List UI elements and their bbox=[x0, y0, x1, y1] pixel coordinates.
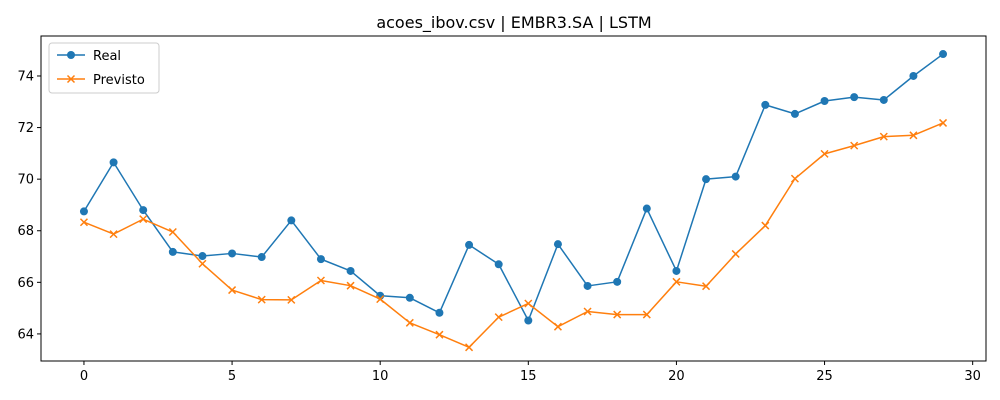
y-tick-label: 70 bbox=[17, 173, 34, 188]
y-axis: 64 66 68 70 72 74 bbox=[17, 69, 41, 342]
data-point-previsto bbox=[287, 295, 296, 304]
data-point-real bbox=[465, 240, 474, 249]
legend-label-previsto: Previsto bbox=[93, 73, 145, 88]
data-point-real bbox=[731, 172, 740, 181]
data-point-real bbox=[524, 316, 533, 325]
data-point-previsto bbox=[613, 310, 622, 319]
data-point-previsto bbox=[939, 118, 948, 127]
x-tick-label: 15 bbox=[520, 369, 537, 384]
data-point-real bbox=[435, 308, 444, 317]
legend: Real Previsto bbox=[48, 42, 160, 94]
data-point-previsto bbox=[672, 277, 681, 286]
data-point-previsto bbox=[257, 295, 266, 304]
data-point-previsto bbox=[524, 299, 533, 308]
series-line-previsto bbox=[83, 122, 944, 349]
series-layer bbox=[79, 50, 948, 352]
x-tick-label: 20 bbox=[668, 369, 685, 384]
data-point-real bbox=[198, 252, 207, 261]
data-point-previsto bbox=[879, 132, 888, 141]
data-point-previsto bbox=[405, 318, 414, 327]
data-point-previsto bbox=[139, 215, 148, 224]
data-point-real bbox=[642, 204, 651, 213]
y-tick-label: 66 bbox=[17, 276, 34, 291]
data-point-real bbox=[761, 100, 770, 109]
chart-title: acoes_ibov.csv | EMBR3.SA | LSTM bbox=[376, 13, 651, 33]
data-point-previsto bbox=[435, 330, 444, 339]
data-point-real bbox=[494, 260, 503, 269]
legend-entry-previsto: Previsto bbox=[57, 73, 145, 88]
x-tick-label: 5 bbox=[228, 369, 236, 384]
legend-marker-real bbox=[67, 51, 75, 59]
x-tick-label: 25 bbox=[816, 369, 833, 384]
data-point-previsto bbox=[790, 174, 799, 183]
data-point-previsto bbox=[850, 141, 859, 150]
data-point-previsto bbox=[731, 249, 740, 258]
data-point-real bbox=[79, 207, 88, 216]
data-point-real bbox=[909, 71, 918, 80]
data-point-previsto bbox=[109, 230, 118, 239]
y-tick-label: 68 bbox=[17, 224, 34, 239]
data-point-real bbox=[850, 93, 859, 102]
data-point-real bbox=[316, 255, 325, 264]
data-point-real bbox=[168, 247, 177, 256]
data-point-previsto bbox=[761, 221, 770, 230]
data-point-real bbox=[257, 253, 266, 262]
data-point-previsto bbox=[583, 307, 592, 316]
data-point-previsto bbox=[79, 218, 88, 227]
data-point-real bbox=[346, 266, 355, 275]
data-point-previsto bbox=[316, 276, 325, 285]
y-tick-label: 74 bbox=[17, 69, 34, 84]
data-point-real bbox=[553, 240, 562, 249]
data-point-real bbox=[820, 97, 829, 105]
y-tick-label: 64 bbox=[17, 327, 34, 342]
data-point-real bbox=[228, 249, 237, 258]
legend-marker-previsto bbox=[66, 74, 76, 84]
data-point-real bbox=[139, 206, 148, 215]
x-axis: 0 5 10 15 20 25 30 bbox=[80, 361, 981, 384]
data-point-previsto bbox=[820, 149, 829, 158]
data-point-previsto bbox=[909, 131, 918, 140]
x-tick-label: 30 bbox=[964, 369, 981, 384]
data-point-previsto bbox=[376, 295, 385, 304]
data-point-previsto bbox=[494, 313, 503, 322]
legend-label-real: Real bbox=[93, 49, 121, 64]
data-point-previsto bbox=[228, 286, 237, 295]
data-point-real bbox=[939, 50, 948, 59]
data-point-real bbox=[879, 95, 888, 104]
data-point-real bbox=[287, 216, 296, 225]
data-point-real bbox=[583, 281, 592, 290]
data-point-real bbox=[405, 293, 414, 302]
data-point-previsto bbox=[168, 228, 177, 237]
data-point-previsto bbox=[642, 310, 651, 319]
series-line-real bbox=[83, 53, 944, 322]
data-point-real bbox=[672, 266, 681, 275]
legend-entry-real: Real bbox=[57, 49, 121, 64]
x-tick-label: 10 bbox=[372, 369, 389, 384]
data-point-previsto bbox=[465, 343, 474, 352]
plot-area bbox=[41, 36, 986, 361]
y-tick-label: 72 bbox=[17, 121, 34, 136]
data-point-previsto bbox=[702, 282, 711, 291]
plot-frame bbox=[40, 35, 987, 362]
data-point-real bbox=[702, 175, 711, 184]
data-point-real bbox=[790, 109, 799, 118]
data-point-previsto bbox=[198, 259, 207, 268]
data-point-real bbox=[109, 158, 118, 167]
x-tick-label: 0 bbox=[80, 369, 88, 384]
data-point-real bbox=[613, 277, 622, 286]
data-point-previsto bbox=[553, 322, 562, 331]
data-point-previsto bbox=[346, 281, 355, 290]
